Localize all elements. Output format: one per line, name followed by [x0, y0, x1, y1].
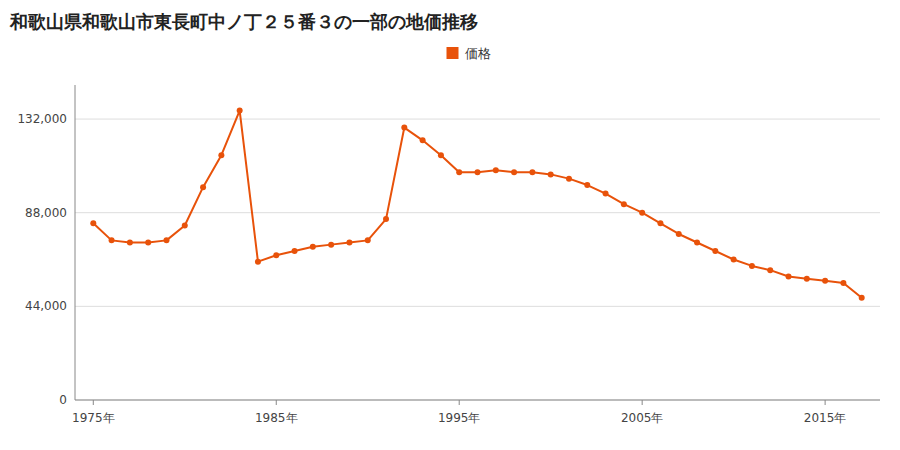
marker: [420, 137, 426, 143]
x-axis: 1975年 1985年 1995年 2005年 2015年: [72, 400, 846, 425]
grid-line: [75, 212, 880, 213]
grid-line: [75, 119, 880, 120]
legend: 価格: [447, 46, 491, 61]
marker: [767, 267, 773, 273]
x-tick-label: 1985年: [255, 411, 298, 425]
marker: [712, 248, 718, 254]
legend-swatch: [447, 47, 459, 59]
marker: [584, 182, 590, 188]
x-tick-label: 2015年: [804, 411, 847, 425]
y-tick-label: 0: [59, 393, 67, 407]
marker: [657, 220, 663, 226]
marker: [548, 171, 554, 177]
marker: [90, 220, 96, 226]
background: [0, 0, 900, 450]
marker: [822, 278, 828, 284]
marker: [255, 259, 261, 265]
x-tick-label: 1975年: [72, 411, 115, 425]
series: [90, 108, 864, 301]
marker: [273, 252, 279, 258]
legend-label: 価格: [465, 46, 491, 61]
marker: [109, 237, 115, 243]
marker: [786, 274, 792, 280]
line: [93, 111, 861, 298]
title: 和歌山県和歌山市東長町中ノ丁２５番３の一部の地価推移: [9, 11, 478, 32]
marker: [749, 263, 755, 269]
marker: [145, 240, 151, 246]
y-tick-label: 132,000: [17, 112, 67, 126]
marker: [310, 244, 316, 250]
marker: [676, 231, 682, 237]
marker: [475, 169, 481, 175]
marker: [383, 216, 389, 222]
marker: [621, 201, 627, 207]
marker: [493, 167, 499, 173]
y-tick-label: 44,000: [25, 299, 67, 313]
x-tick-label: 1995年: [438, 411, 481, 425]
marker: [456, 169, 462, 175]
marker: [566, 176, 572, 182]
y-tick-label: 88,000: [25, 206, 67, 220]
marker: [328, 242, 334, 248]
x-tick: [459, 400, 460, 405]
marker: [365, 237, 371, 243]
marker: [182, 222, 188, 228]
x-tick: [642, 400, 643, 405]
marker: [804, 276, 810, 282]
marker: [511, 169, 517, 175]
x-tick: [825, 400, 826, 405]
x-tick: [93, 400, 94, 405]
marker: [694, 240, 700, 246]
marker: [438, 152, 444, 158]
marker: [292, 248, 298, 254]
marker: [127, 240, 133, 246]
marker: [859, 295, 865, 301]
marker: [218, 152, 224, 158]
marker: [401, 125, 407, 131]
x-tick: [276, 400, 277, 405]
chart: 和歌山県和歌山市東長町中ノ丁２５番３の一部の地価推移 0 44,000 88,000 1…: [0, 0, 900, 450]
plot-area: [90, 108, 864, 301]
marker: [200, 184, 206, 190]
grid-line: [75, 400, 880, 401]
y-axis-line: [75, 85, 76, 400]
y-axis: 0 44,000 88,000 132,000: [17, 112, 880, 407]
x-axis-line: [75, 400, 880, 401]
marker: [237, 108, 243, 114]
marker: [163, 237, 169, 243]
marker: [731, 257, 737, 263]
x-tick-label: 2005年: [621, 411, 664, 425]
marker: [346, 240, 352, 246]
grid-line: [75, 306, 880, 307]
marker: [639, 210, 645, 216]
marker: [840, 280, 846, 286]
marker: [603, 191, 609, 197]
marker: [529, 169, 535, 175]
